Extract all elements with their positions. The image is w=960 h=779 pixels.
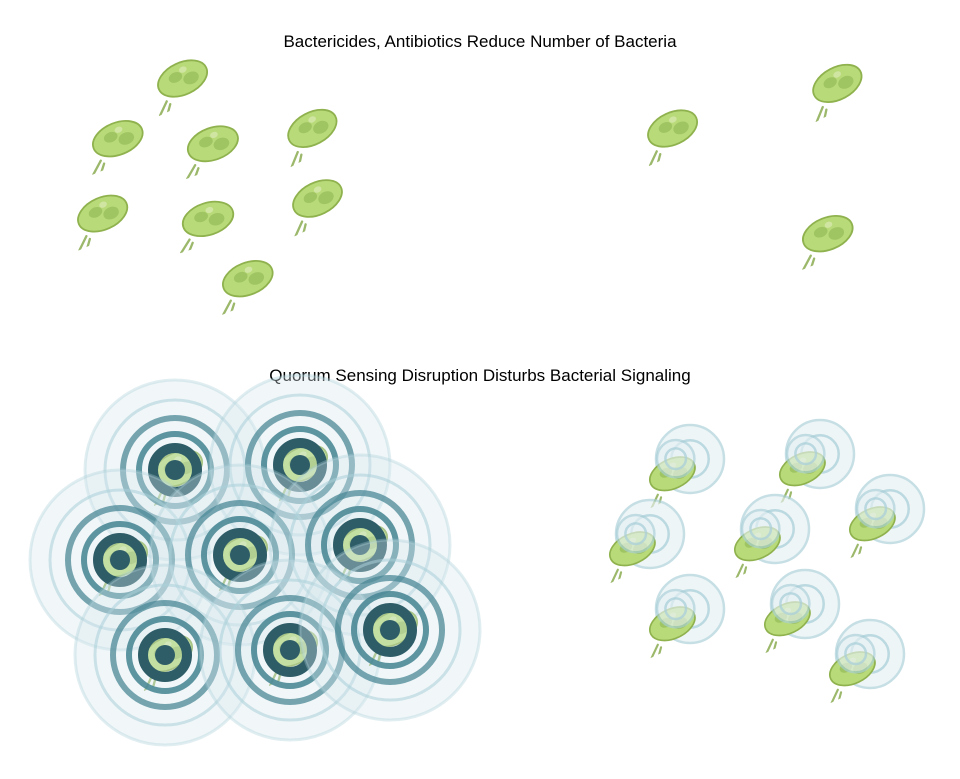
bacterium-icon [266,92,354,173]
diagram-stage: Bactericides, Antibiotics Reduce Number … [0,0,960,779]
weak-signal-halo [655,588,696,634]
bacterium-icon [163,186,248,259]
panel-top-right [560,50,920,310]
weak-signal-halo [740,508,781,554]
bacterium-icon [136,43,224,121]
strong-signal-rings [295,535,485,730]
bacterium-icon [72,104,159,180]
weak-signal-halo [855,488,896,534]
bacterium-icon [202,244,289,320]
bacterium-icon [626,93,714,171]
panel-top-left [60,50,440,310]
panel-bottom-left [70,405,470,755]
weak-signal-halo [835,633,876,679]
weak-signal-halo [785,433,826,479]
bacterium-icon [271,163,359,242]
weak-signal-halo [770,583,811,629]
bacterium-icon [167,110,253,184]
weak-signal-halo [655,438,696,484]
bacterium-icon [782,199,869,275]
bacterium-icon [791,47,879,128]
weak-signal-halo [615,513,656,559]
title-top: Bactericides, Antibiotics Reduce Number … [0,32,960,52]
bacterium-icon [56,179,143,257]
panel-bottom-right [570,430,940,740]
